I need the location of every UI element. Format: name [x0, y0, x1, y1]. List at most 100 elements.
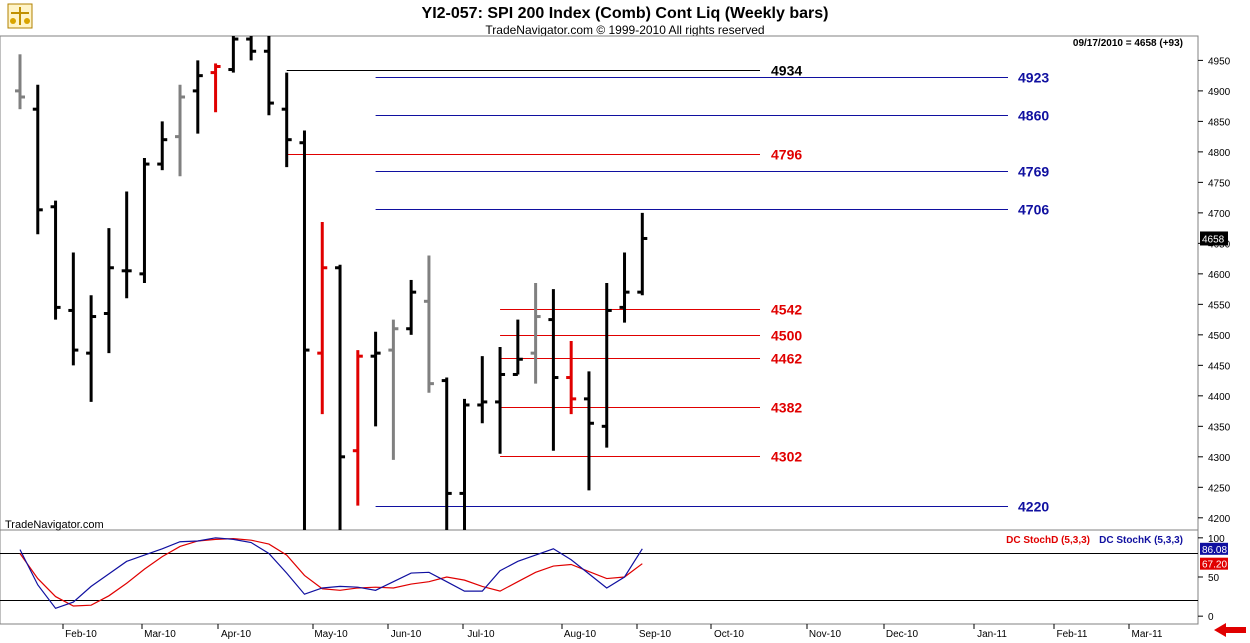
- ohlc-bar: [352, 350, 363, 506]
- ohlc-bar: [370, 331, 381, 427]
- ohlc-bar: [68, 252, 79, 366]
- ohlc-bar: [423, 255, 434, 393]
- watermark: TradeNavigator.com: [5, 519, 104, 531]
- price-tick-label: 4850: [1208, 117, 1231, 128]
- levels-layer: 4934 4923 4860 4796 4769 4706 4542 4500 4462 4382…: [286, 63, 1049, 515]
- osc-tick-label: 0: [1208, 612, 1214, 623]
- ohlc-bar: [139, 157, 150, 283]
- ohlc-bar: [441, 377, 452, 530]
- osc-tick-label: 100: [1208, 534, 1225, 545]
- ohlc-bar: [548, 289, 559, 451]
- chart-subtitle: TradeNavigator.com © 1999-2010 All right…: [485, 23, 764, 37]
- ohlc-bar: [619, 252, 630, 323]
- ohlc-bar: [246, 36, 257, 61]
- last-price-info: 09/17/2010 = 4658 (+93): [1073, 38, 1183, 49]
- ohlc-bar: [583, 371, 594, 491]
- price-tick-label: 4800: [1208, 148, 1231, 159]
- level-label-4302: 4302: [771, 449, 802, 465]
- ohlc-bar: [299, 130, 310, 530]
- ohlc-bar: [406, 279, 417, 335]
- ohlc-bar: [530, 283, 541, 384]
- level-label-4706: 4706: [1018, 202, 1049, 218]
- price-tick-label: 4450: [1208, 361, 1231, 372]
- time-axis: Feb-10 Mar-10 Apr-10 May-10 Jun-10 Jul-10 Aug-…: [62, 624, 1163, 640]
- ohlc-bar: [86, 295, 97, 402]
- level-label-4542: 4542: [771, 302, 802, 318]
- scroll-left-button[interactable]: [1214, 623, 1246, 637]
- time-tick-label: Dec-10: [886, 629, 919, 640]
- oscillator-layer: [0, 537, 1198, 610]
- ohlc-bar: [335, 264, 346, 530]
- level-label-4860: 4860: [1018, 108, 1049, 124]
- ohlc-bar: [157, 121, 168, 171]
- ohlc-bar: [566, 340, 577, 415]
- osc-tick-label: 50: [1208, 573, 1220, 584]
- osc-last-label: 86.08: [1202, 545, 1227, 556]
- time-tick-label: Jun-10: [391, 629, 422, 640]
- ohlc-bar: [50, 200, 61, 320]
- time-tick-label: Nov-10: [809, 629, 842, 640]
- price-tick-label: 4350: [1208, 422, 1231, 433]
- price-tick-label: 4750: [1208, 178, 1231, 189]
- osc-line: [19, 538, 643, 607]
- price-tick-label: 4300: [1208, 453, 1231, 464]
- price-tick-label: 4700: [1208, 209, 1231, 220]
- price-tick-label: 4550: [1208, 300, 1231, 311]
- level-label-4462: 4462: [771, 351, 802, 367]
- ohlc-bar: [477, 356, 488, 424]
- osc-last-marker: [1200, 557, 1228, 570]
- legend-stochk: DC StochK (5,3,3): [1099, 535, 1183, 546]
- level-label-4382: 4382: [771, 400, 802, 416]
- ohlc-bar: [103, 228, 114, 354]
- time-tick-label: Feb-10: [65, 629, 97, 640]
- time-tick-label: Mar-11: [1132, 629, 1163, 640]
- ohlc-bar: [192, 60, 203, 134]
- app-logo: [7, 3, 33, 29]
- level-label-4220: 4220: [1018, 499, 1049, 515]
- time-tick-label: Apr-10: [221, 629, 251, 640]
- price-tick-label: 4500: [1208, 331, 1231, 342]
- ohlc-bar: [15, 54, 25, 110]
- level-label-4934: 4934: [771, 63, 802, 79]
- osc-last-marker: [1200, 542, 1228, 555]
- time-tick-label: Sep-10: [639, 629, 672, 640]
- ohlc-bar: [388, 319, 399, 460]
- ohlc-bar: [175, 84, 186, 177]
- ohlc-bar: [459, 398, 470, 530]
- price-axis: 4200425043004350440044504500455046004650…: [1198, 56, 1231, 525]
- osc-line: [19, 537, 643, 610]
- ohlc-bar: [317, 222, 328, 415]
- price-tick-label: 4950: [1208, 56, 1231, 67]
- time-tick-label: Jul-10: [467, 629, 495, 640]
- price-tick-label: 4200: [1208, 514, 1231, 525]
- ohlc-bar: [637, 212, 648, 296]
- ohlc-bar: [121, 191, 132, 299]
- last-price-label: 4658: [1202, 234, 1225, 245]
- time-tick-label: May-10: [314, 629, 348, 640]
- price-tick-label: 4250: [1208, 483, 1231, 494]
- time-tick-label: Mar-10: [144, 629, 176, 640]
- time-tick-label: Aug-10: [564, 629, 597, 640]
- time-tick-label: Jan-11: [977, 629, 1007, 640]
- level-label-4923: 4923: [1018, 70, 1049, 86]
- ohlc-bar: [495, 347, 506, 454]
- ohlc-bar: [210, 63, 221, 113]
- ohlc-bar: [601, 283, 612, 448]
- time-tick-label: Feb-11: [1057, 629, 1088, 640]
- bars-layer: [15, 36, 648, 530]
- chart-title: YI2-057: SPI 200 Index (Comb) Cont Liq (…: [422, 5, 829, 22]
- last-price-marker: [1200, 231, 1228, 246]
- legend-stochd: DC StochD (5,3,3): [1006, 535, 1090, 546]
- osc-last-label: 67.20: [1202, 560, 1227, 571]
- ohlc-bar: [228, 36, 239, 73]
- ohlc-bar: [32, 84, 43, 235]
- ohlc-bar: [263, 36, 274, 116]
- time-tick-label: Oct-10: [714, 629, 744, 640]
- level-label-4500: 4500: [771, 328, 802, 344]
- ohlc-bar: [281, 72, 292, 168]
- price-tick-label: 4600: [1208, 270, 1231, 281]
- price-tick-label: 4900: [1208, 87, 1231, 98]
- level-label-4769: 4769: [1018, 164, 1049, 180]
